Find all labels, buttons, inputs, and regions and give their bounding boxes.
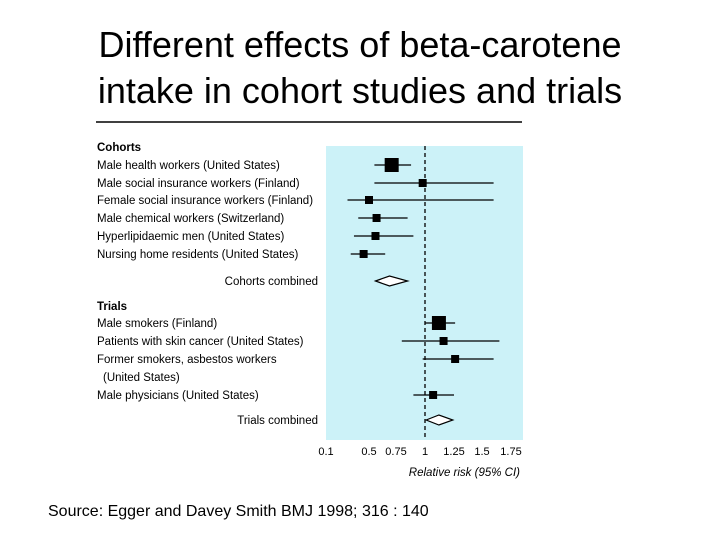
study-marks	[347, 158, 500, 426]
study-label: Female social insurance workers (Finland…	[97, 195, 313, 207]
slide-title-line2: intake in cohort studies and trials	[97, 70, 623, 111]
study-label-cont: (United States)	[103, 372, 180, 384]
x-axis-label: Relative risk (95% CI)	[409, 467, 520, 479]
x-tick-label: 0.1	[318, 446, 333, 458]
slide-title-line1: Different effects of beta-carotene	[98, 24, 622, 65]
point-estimate	[359, 250, 368, 258]
point-estimate	[418, 179, 427, 187]
study-label: Male chemical workers (Switzerland)	[97, 213, 284, 225]
combined-diamond	[424, 414, 455, 426]
x-tick-label: 1.25	[443, 446, 464, 458]
point-estimate	[372, 214, 381, 222]
study-label: Patients with skin cancer (United States…	[97, 336, 304, 348]
x-axis: 0.1 0.5 0.75 1 1.25 1.5 1.75	[318, 446, 521, 458]
study-label: Male smokers (Finland)	[97, 318, 217, 330]
group-header: Cohorts	[97, 142, 141, 154]
x-tick-label: 1.75	[500, 446, 521, 458]
point-estimate	[371, 232, 380, 240]
slide-title: Different effects of beta-carotene intak…	[0, 22, 720, 114]
group-header: Trials	[97, 301, 127, 313]
source-citation: Source: Egger and Davey Smith BMJ 1998; …	[48, 503, 429, 520]
point-estimate	[451, 355, 460, 363]
combined-label: Trials combined	[237, 415, 318, 427]
x-tick-label: 0.75	[385, 446, 406, 458]
point-estimate	[431, 316, 446, 330]
study-label: Hyperlipidaemic men (United States)	[97, 231, 284, 243]
study-label: Male health workers (United States)	[97, 160, 280, 172]
study-label: Former smokers, asbestos workers	[97, 354, 277, 366]
x-tick-label: 1.5	[474, 446, 489, 458]
x-tick-label: 0.5	[361, 446, 376, 458]
point-estimate	[439, 337, 448, 345]
point-estimate	[365, 196, 373, 204]
study-label: Nursing home residents (United States)	[97, 249, 299, 261]
study-label: Male social insurance workers (Finland)	[97, 178, 300, 190]
study-label: Male physicians (United States)	[97, 390, 259, 402]
x-tick-label: 1	[422, 446, 428, 458]
point-estimate	[429, 391, 438, 399]
point-estimate	[384, 158, 399, 172]
row-labels: Cohorts Male health workers (United State…	[97, 142, 318, 427]
combined-diamond	[373, 275, 410, 287]
combined-label: Cohorts combined	[225, 276, 318, 288]
